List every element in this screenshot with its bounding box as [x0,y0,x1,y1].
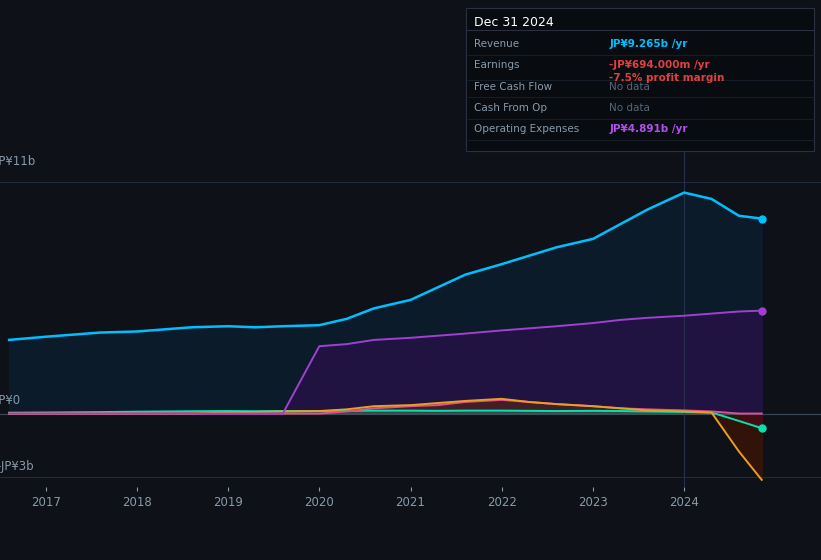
Text: Operating Expenses: Operating Expenses [474,124,579,134]
Text: JP¥9.265b /yr: JP¥9.265b /yr [609,39,687,49]
Text: JP¥0: JP¥0 [0,394,21,407]
Text: Dec 31 2024: Dec 31 2024 [474,16,553,29]
Point [755,214,768,223]
Point [755,424,768,433]
Text: -JP¥3b: -JP¥3b [0,460,34,473]
Text: -JP¥694.000m /yr: -JP¥694.000m /yr [609,60,710,71]
Text: Free Cash Flow: Free Cash Flow [474,82,552,92]
Text: JP¥4.891b /yr: JP¥4.891b /yr [609,124,688,134]
Text: No data: No data [609,103,650,113]
Text: -7.5% profit margin: -7.5% profit margin [609,73,725,83]
Text: No data: No data [609,82,650,92]
Text: Cash From Op: Cash From Op [474,103,547,113]
Text: Earnings: Earnings [474,60,519,71]
Text: JP¥11b: JP¥11b [0,155,36,168]
Point [755,306,768,315]
Text: Revenue: Revenue [474,39,519,49]
